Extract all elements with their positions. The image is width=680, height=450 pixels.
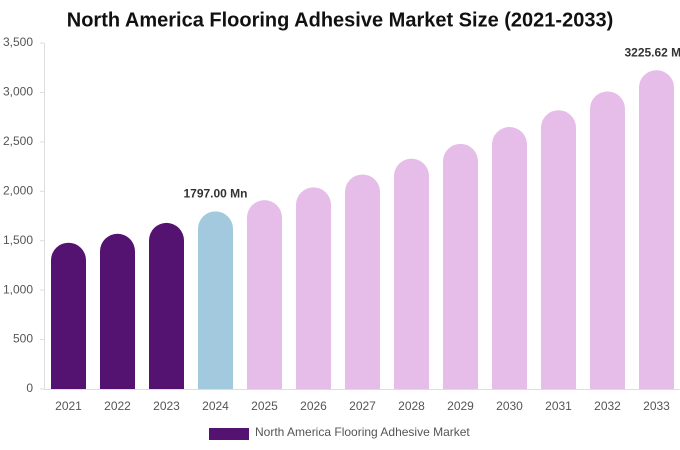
legend-swatch: [209, 428, 249, 440]
y-tick-label: 0: [26, 381, 33, 395]
x-tick-label: 2024: [202, 399, 229, 413]
x-tick-label: 2022: [104, 399, 131, 413]
chart-title: North America Flooring Adhesive Market S…: [67, 9, 613, 31]
bar: [345, 174, 380, 389]
bar: [51, 242, 86, 389]
x-tick-label: 2030: [496, 399, 523, 413]
y-tick-label: 3,000: [3, 85, 33, 99]
y-tick-label: 2,500: [3, 134, 33, 148]
x-tick-label: 2023: [153, 399, 180, 413]
x-tick-label: 2033: [643, 399, 670, 413]
x-tick-label: 2031: [545, 399, 572, 413]
x-tick-label: 2026: [300, 399, 327, 413]
bar: [590, 91, 625, 389]
y-tick-label: 3,500: [3, 35, 33, 49]
legend-label: North America Flooring Adhesive Market: [255, 425, 470, 439]
x-tick-label: 2032: [594, 399, 621, 413]
bar: [541, 110, 576, 390]
data-label: 1797.00 Mn: [183, 187, 247, 201]
bar: [639, 70, 674, 389]
bar: [296, 187, 331, 389]
x-tick-label: 2028: [398, 399, 425, 413]
data-label: 3225.62 Mn: [624, 45, 680, 59]
x-tick-label: 2021: [55, 399, 82, 413]
bar: [198, 211, 233, 389]
y-tick-label: 1,000: [3, 282, 33, 296]
bar: [394, 158, 429, 389]
y-tick-label: 2,000: [3, 183, 33, 197]
x-tick-label: 2029: [447, 399, 474, 413]
bar: [492, 127, 527, 389]
x-tick-label: 2025: [251, 399, 278, 413]
bar: [443, 143, 478, 389]
y-tick-label: 1,500: [3, 233, 33, 247]
bar: [149, 222, 184, 389]
y-tick-label: 500: [13, 332, 33, 346]
x-tick-label: 2027: [349, 399, 376, 413]
bar: [247, 200, 282, 389]
bar: [100, 233, 135, 389]
